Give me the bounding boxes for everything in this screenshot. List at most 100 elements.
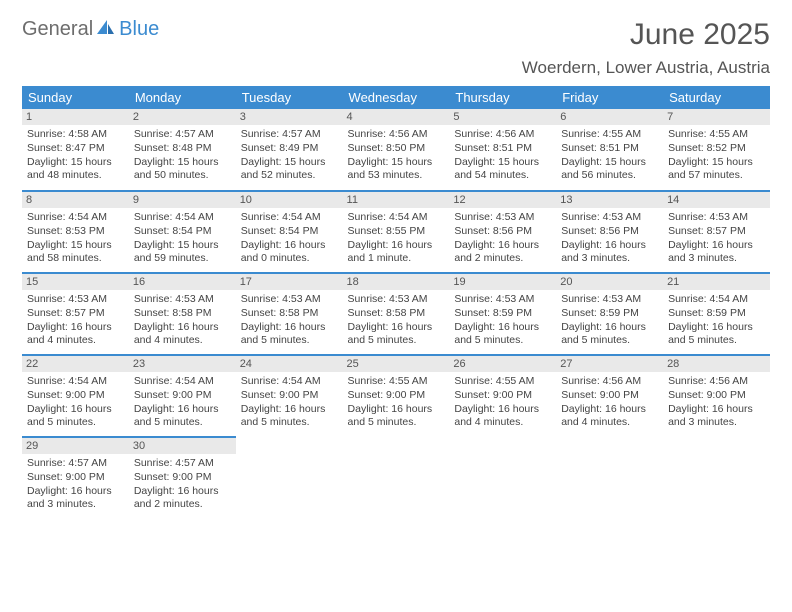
sunset-line: Sunset: 9:00 PM: [241, 389, 338, 403]
calendar-cell: 2Sunrise: 4:57 AMSunset: 8:48 PMDaylight…: [129, 109, 236, 191]
calendar-cell: 9Sunrise: 4:54 AMSunset: 8:54 PMDaylight…: [129, 191, 236, 273]
calendar-cell: 21Sunrise: 4:54 AMSunset: 8:59 PMDayligh…: [663, 273, 770, 355]
sunset-line: Sunset: 8:54 PM: [134, 225, 231, 239]
calendar-table: SundayMondayTuesdayWednesdayThursdayFrid…: [22, 86, 770, 519]
sunset-line: Sunset: 8:58 PM: [348, 307, 445, 321]
sunrise-line: Sunrise: 4:54 AM: [241, 211, 338, 225]
calendar-row: 8Sunrise: 4:54 AMSunset: 8:53 PMDaylight…: [22, 191, 770, 273]
sunset-line: Sunset: 8:56 PM: [561, 225, 658, 239]
daylight-line: Daylight: 16 hours and 4 minutes.: [27, 321, 124, 348]
calendar-cell: 19Sunrise: 4:53 AMSunset: 8:59 PMDayligh…: [449, 273, 556, 355]
calendar-cell: 27Sunrise: 4:56 AMSunset: 9:00 PMDayligh…: [556, 355, 663, 437]
sunset-line: Sunset: 9:00 PM: [134, 389, 231, 403]
sunset-line: Sunset: 9:00 PM: [27, 389, 124, 403]
daylight-line: Daylight: 16 hours and 4 minutes.: [561, 403, 658, 430]
daylight-line: Daylight: 16 hours and 4 minutes.: [454, 403, 551, 430]
sunset-line: Sunset: 8:58 PM: [134, 307, 231, 321]
day-number: 29: [22, 438, 129, 454]
day-number: 20: [556, 274, 663, 290]
daylight-line: Daylight: 16 hours and 5 minutes.: [454, 321, 551, 348]
logo-text-general: General: [22, 18, 93, 41]
sunrise-line: Sunrise: 4:55 AM: [561, 128, 658, 142]
sunset-line: Sunset: 8:47 PM: [27, 142, 124, 156]
calendar-cell: 14Sunrise: 4:53 AMSunset: 8:57 PMDayligh…: [663, 191, 770, 273]
sunset-line: Sunset: 8:48 PM: [134, 142, 231, 156]
location-text: Woerdern, Lower Austria, Austria: [522, 58, 770, 78]
title-block: June 2025 Woerdern, Lower Austria, Austr…: [522, 18, 770, 78]
calendar-row: 1Sunrise: 4:58 AMSunset: 8:47 PMDaylight…: [22, 109, 770, 191]
sunset-line: Sunset: 9:00 PM: [668, 389, 765, 403]
day-number: 23: [129, 356, 236, 372]
day-header: Thursday: [449, 86, 556, 109]
daylight-line: Daylight: 16 hours and 5 minutes.: [134, 403, 231, 430]
sunrise-line: Sunrise: 4:54 AM: [27, 375, 124, 389]
calendar-cell: 12Sunrise: 4:53 AMSunset: 8:56 PMDayligh…: [449, 191, 556, 273]
day-number: 17: [236, 274, 343, 290]
daylight-line: Daylight: 16 hours and 3 minutes.: [668, 239, 765, 266]
daylight-line: Daylight: 16 hours and 1 minute.: [348, 239, 445, 266]
calendar-cell: 1Sunrise: 4:58 AMSunset: 8:47 PMDaylight…: [22, 109, 129, 191]
calendar-row: 22Sunrise: 4:54 AMSunset: 9:00 PMDayligh…: [22, 355, 770, 437]
sunset-line: Sunset: 9:00 PM: [454, 389, 551, 403]
daylight-line: Daylight: 15 hours and 58 minutes.: [27, 239, 124, 266]
sunset-line: Sunset: 8:53 PM: [27, 225, 124, 239]
sunset-line: Sunset: 8:51 PM: [454, 142, 551, 156]
day-number: 30: [129, 438, 236, 454]
sunset-line: Sunset: 8:59 PM: [668, 307, 765, 321]
day-number: 27: [556, 356, 663, 372]
sunrise-line: Sunrise: 4:54 AM: [27, 211, 124, 225]
day-number: 21: [663, 274, 770, 290]
calendar-body: 1Sunrise: 4:58 AMSunset: 8:47 PMDaylight…: [22, 109, 770, 519]
calendar-cell: 22Sunrise: 4:54 AMSunset: 9:00 PMDayligh…: [22, 355, 129, 437]
day-number: 24: [236, 356, 343, 372]
header: General Blue June 2025 Woerdern, Lower A…: [22, 18, 770, 78]
logo-sail-icon: [95, 18, 115, 41]
sunset-line: Sunset: 8:59 PM: [454, 307, 551, 321]
calendar-row: 15Sunrise: 4:53 AMSunset: 8:57 PMDayligh…: [22, 273, 770, 355]
calendar-cell: [343, 437, 450, 519]
calendar-cell: [449, 437, 556, 519]
daylight-line: Daylight: 15 hours and 56 minutes.: [561, 156, 658, 183]
calendar-header-row: SundayMondayTuesdayWednesdayThursdayFrid…: [22, 86, 770, 109]
sunset-line: Sunset: 8:54 PM: [241, 225, 338, 239]
sunrise-line: Sunrise: 4:57 AM: [134, 128, 231, 142]
calendar-cell: 26Sunrise: 4:55 AMSunset: 9:00 PMDayligh…: [449, 355, 556, 437]
day-header: Friday: [556, 86, 663, 109]
sunset-line: Sunset: 9:00 PM: [348, 389, 445, 403]
day-number: 5: [449, 109, 556, 125]
calendar-cell: 25Sunrise: 4:55 AMSunset: 9:00 PMDayligh…: [343, 355, 450, 437]
calendar-cell: 28Sunrise: 4:56 AMSunset: 9:00 PMDayligh…: [663, 355, 770, 437]
calendar-cell: 4Sunrise: 4:56 AMSunset: 8:50 PMDaylight…: [343, 109, 450, 191]
calendar-cell: 8 Sunrise: 4:54 AMSunset: 8:53 PMDaylight…: [22, 191, 129, 273]
sunrise-line: Sunrise: 4:53 AM: [134, 293, 231, 307]
logo-text-blue: Blue: [119, 18, 159, 41]
sunset-line: Sunset: 8:51 PM: [561, 142, 658, 156]
calendar-cell: [556, 437, 663, 519]
daylight-line: Daylight: 16 hours and 4 minutes.: [134, 321, 231, 348]
day-header: Wednesday: [343, 86, 450, 109]
sunrise-line: Sunrise: 4:53 AM: [27, 293, 124, 307]
daylight-line: Daylight: 16 hours and 3 minutes.: [668, 403, 765, 430]
sunset-line: Sunset: 8:58 PM: [241, 307, 338, 321]
sunset-line: Sunset: 8:52 PM: [668, 142, 765, 156]
sunset-line: Sunset: 8:55 PM: [348, 225, 445, 239]
sunrise-line: Sunrise: 4:55 AM: [348, 375, 445, 389]
daylight-line: Daylight: 16 hours and 5 minutes.: [561, 321, 658, 348]
calendar-cell: [236, 437, 343, 519]
sunset-line: Sunset: 8:57 PM: [668, 225, 765, 239]
day-number: 15: [22, 274, 129, 290]
day-number: 1: [22, 109, 129, 125]
daylight-line: Daylight: 15 hours and 50 minutes.: [134, 156, 231, 183]
sunrise-line: Sunrise: 4:54 AM: [668, 293, 765, 307]
sunset-line: Sunset: 9:00 PM: [561, 389, 658, 403]
sunrise-line: Sunrise: 4:53 AM: [668, 211, 765, 225]
calendar-cell: 18Sunrise: 4:53 AMSunset: 8:58 PMDayligh…: [343, 273, 450, 355]
sunset-line: Sunset: 8:59 PM: [561, 307, 658, 321]
daylight-line: Daylight: 16 hours and 3 minutes.: [561, 239, 658, 266]
day-number: 16: [129, 274, 236, 290]
day-number: 8: [22, 192, 129, 208]
daylight-line: Daylight: 16 hours and 5 minutes.: [348, 321, 445, 348]
day-number: 7: [663, 109, 770, 125]
month-title: June 2025: [522, 18, 770, 52]
sunset-line: Sunset: 8:57 PM: [27, 307, 124, 321]
